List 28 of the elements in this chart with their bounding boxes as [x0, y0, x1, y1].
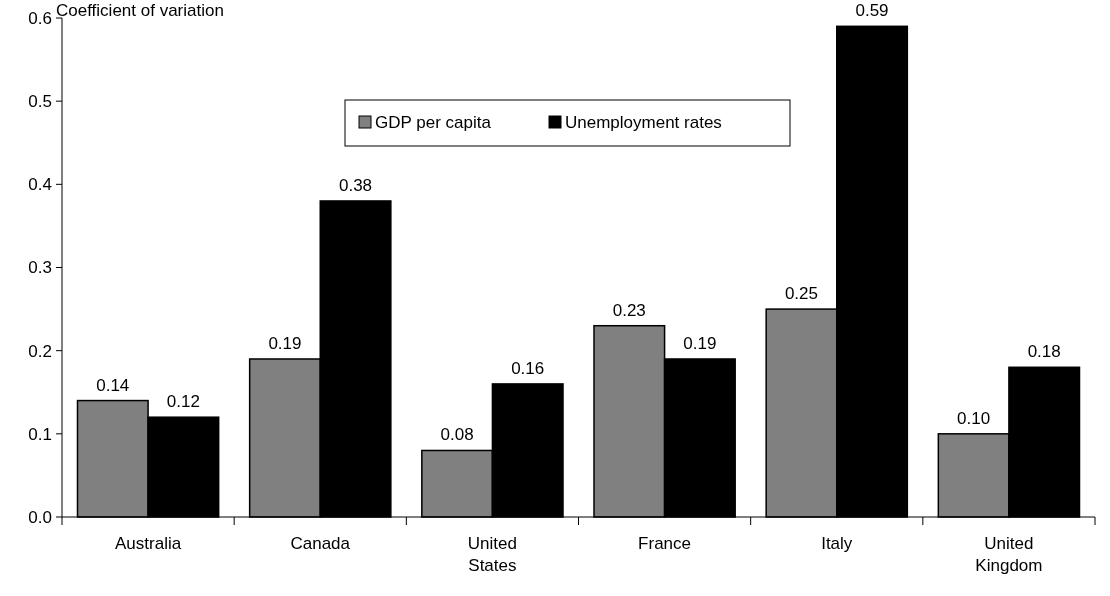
y-tick-label: 0.6	[28, 8, 52, 28]
data-label: 0.16	[511, 358, 545, 378]
data-label: 0.14	[96, 375, 130, 395]
data-label: 0.59	[855, 1, 889, 21]
data-label: 0.23	[612, 300, 646, 320]
y-tick-label: 0.4	[28, 175, 52, 195]
data-label: 0.25	[784, 284, 818, 304]
legend-label: Unemployment rates	[565, 113, 722, 132]
y-tick-label: 0.2	[28, 341, 52, 361]
data-label: 0.38	[339, 175, 373, 195]
y-tick-label: 0.5	[28, 92, 52, 112]
data-label: 0.19	[268, 333, 302, 353]
x-tick-label: Italy	[821, 534, 853, 553]
data-label: 0.12	[166, 392, 200, 412]
x-tick-label: Canada	[290, 534, 351, 553]
legend-label: GDP per capita	[375, 113, 492, 132]
y-axis-title: Coefficient of variation	[56, 1, 224, 20]
data-label: 0.19	[683, 333, 717, 353]
y-tick-label: 0.1	[28, 424, 52, 444]
x-tick-label: United Kingdom	[975, 534, 1043, 575]
x-tick-label: France	[638, 534, 692, 553]
data-label: 0.10	[957, 408, 991, 428]
data-label: 0.08	[440, 425, 474, 445]
x-tick-label: United States	[467, 534, 517, 575]
data-label: 0.18	[1027, 342, 1061, 362]
y-tick-label: 0.3	[28, 258, 52, 278]
y-tick-label: 0.0	[28, 507, 52, 527]
x-tick-label: Australia	[115, 534, 182, 553]
